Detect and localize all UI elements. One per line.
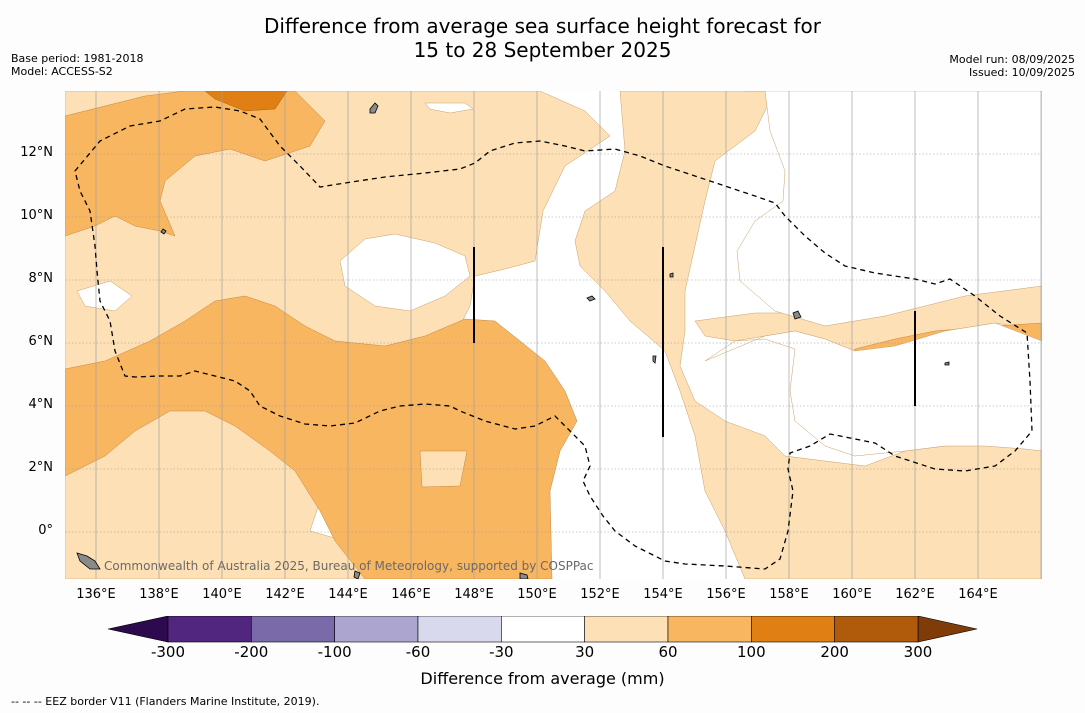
- colorbar-tick-label: 100: [737, 643, 766, 661]
- map-title: Difference from average sea surface heig…: [0, 14, 1085, 62]
- islands: [76, 102, 950, 579]
- base-period: Base period: 1981-2018: [11, 52, 144, 65]
- colorbar-bin: [501, 616, 585, 643]
- lon-label-136e: 136°E: [76, 587, 116, 602]
- colorbar-bin: [834, 616, 919, 643]
- map-area: [65, 91, 1042, 579]
- lat-label-6n: 6°N: [28, 334, 54, 349]
- colorbar-tick-label: 60: [658, 643, 678, 661]
- lon-label-154e: 154°E: [643, 587, 683, 602]
- model-run: Model run: 08/09/2025: [949, 53, 1075, 66]
- colorbar-bin: [251, 616, 335, 643]
- colorbar-tick-label: 30: [575, 643, 595, 661]
- meta-right: Model run: 08/09/2025 Issued: 10/09/2025: [949, 53, 1075, 79]
- lat-label-4n: 4°N: [28, 397, 54, 412]
- lon-label-144e: 144°E: [328, 587, 368, 602]
- lat-label-8n: 8°N: [28, 271, 54, 286]
- lon-label-138e: 138°E: [139, 587, 179, 602]
- lon-label-158e: 158°E: [769, 587, 809, 602]
- colorbar-bin: [584, 616, 669, 643]
- colorbar-tick-label: 300: [903, 643, 933, 661]
- station-markers: [473, 247, 916, 437]
- colorbar-tick-label: 200: [820, 643, 849, 661]
- lon-label-152e: 152°E: [580, 587, 620, 602]
- colorbar-bin: [417, 616, 502, 643]
- title-line1: Difference from average sea surface heig…: [263, 14, 822, 38]
- credit-text: Commonwealth of Australia 2025, Bureau o…: [104, 559, 594, 573]
- colorbar-tick-label: -300: [150, 643, 186, 661]
- anomaly-region-medium-orange: [65, 91, 326, 237]
- lon-label-140e: 140°E: [202, 587, 242, 602]
- colorbar-tick-label: -100: [317, 643, 352, 661]
- anomaly-region-dark-orange: [204, 91, 288, 112]
- colorbar-tick-label: -30: [489, 643, 514, 661]
- lat-label-2n: 2°N: [28, 460, 54, 475]
- lat-label-0: 0°: [38, 523, 53, 538]
- lon-label-146e: 146°E: [391, 587, 431, 602]
- lat-label-10n: 10°N: [20, 208, 53, 223]
- colorbar: [108, 616, 978, 643]
- eez-border: [74, 106, 1033, 570]
- eez-footnote: -- -- -- EEZ border V11 (Flanders Marine…: [11, 695, 320, 708]
- lon-label-150e: 150°E: [517, 587, 557, 602]
- lon-label-148e: 148°E: [454, 587, 494, 602]
- colorbar-tick-label: -200: [234, 643, 269, 661]
- colorbar-bin: [167, 616, 252, 643]
- meta-left: Base period: 1981-2018 Model: ACCESS-S2: [11, 52, 143, 78]
- colorbar-bin: [334, 616, 419, 643]
- colorbar-tick-label: -60: [405, 643, 431, 661]
- lat-label-12n: 12°N: [20, 145, 53, 160]
- issued-date: Issued: 10/09/2025: [968, 66, 1075, 79]
- lon-label-160e: 160°E: [832, 587, 872, 602]
- model-name: Model: ACCESS-S2: [11, 65, 113, 78]
- colorbar-bin: [667, 616, 752, 643]
- lon-label-164e: 164°E: [958, 587, 998, 602]
- lon-label-162e: 162°E: [895, 587, 935, 602]
- colorbar-bin: [751, 616, 835, 643]
- colorbar-under-extension: [108, 616, 169, 643]
- colorbar-label: Difference from average (mm): [420, 669, 665, 688]
- title-line2: 15 to 28 September 2025: [413, 38, 672, 62]
- lon-label-156e: 156°E: [706, 587, 746, 602]
- colorbar-over-extension: [917, 616, 978, 643]
- anomaly-region-near-average: [339, 233, 471, 312]
- lon-label-142e: 142°E: [265, 587, 305, 602]
